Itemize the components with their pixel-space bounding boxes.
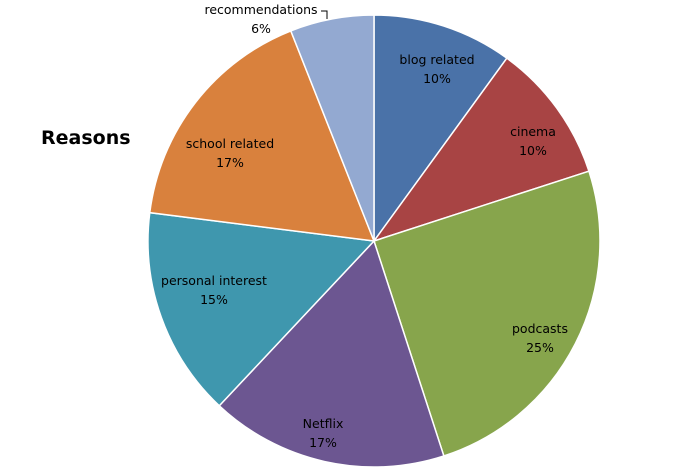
slice-label: personal interest — [161, 273, 267, 288]
slice-label: cinema — [510, 124, 556, 139]
slice-value-label: 10% — [423, 71, 451, 86]
chart-title: Reasons — [41, 127, 131, 149]
slice-label: recommendations — [204, 2, 317, 17]
pie-slice-blog-related — [373, 14, 508, 244]
slice-value-label: 25% — [526, 340, 554, 355]
pie-slice-recommendations — [289, 14, 375, 242]
slice-label: school related — [186, 136, 274, 151]
slice-label: Netflix — [303, 416, 344, 431]
slice-value-label: 15% — [200, 292, 228, 307]
leader-line — [321, 10, 328, 19]
pie-slice-netflix — [218, 239, 445, 467]
slice-value-label: 10% — [519, 143, 547, 158]
pie-slice-personal-interest — [147, 211, 376, 407]
slice-value-label: 17% — [216, 155, 244, 170]
pie-labels: blog related 10% cinema 10% podcasts 25% Netfl… — [161, 2, 568, 450]
slice-value-label: 17% — [309, 435, 337, 450]
slice-value-label: 6% — [251, 21, 271, 36]
slice-label: podcasts — [512, 321, 568, 336]
pie-slice-school-related — [148, 29, 376, 242]
pie-slice-podcasts — [373, 170, 601, 457]
pie-slices — [147, 14, 601, 467]
slice-label: blog related — [399, 52, 474, 67]
pie-slice-cinema — [372, 57, 590, 243]
